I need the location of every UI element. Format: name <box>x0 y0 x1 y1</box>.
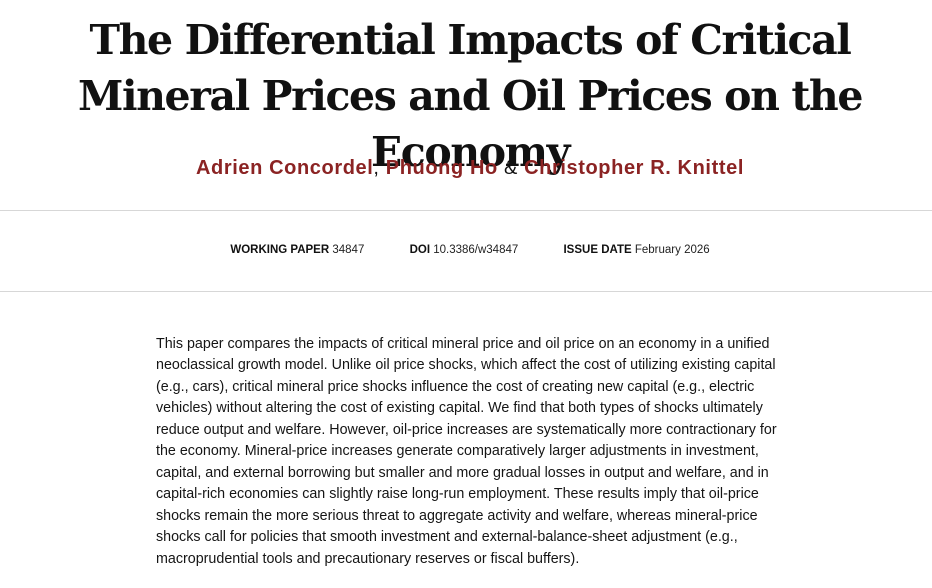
author-link-christopher-knittel[interactable]: Christopher R. Knittel <box>524 157 744 179</box>
doi-value: 10.3386/w34847 <box>433 244 519 256</box>
divider-top <box>0 210 932 211</box>
doi-label: DOI <box>409 244 431 256</box>
paper-metadata: WORKING PAPER 34847 DOI 10.3386/w34847 I… <box>0 241 932 259</box>
working-paper-label: WORKING PAPER <box>230 244 330 256</box>
issue-date-value: February 2026 <box>634 244 710 256</box>
divider-bottom <box>0 291 932 292</box>
issue-date: ISSUE DATE February 2026 <box>563 241 709 259</box>
abstract-text: This paper compares the impacts of criti… <box>156 336 777 567</box>
author-list: Adrien Concordel, Phuong Ho & Christophe… <box>0 154 932 182</box>
working-paper-value: 34847 <box>332 244 365 256</box>
author-link-phuong-ho[interactable]: Phuong Ho <box>385 157 498 179</box>
working-paper-number: WORKING PAPER 34847 <box>230 241 364 259</box>
author-separator-ampersand: & <box>503 157 518 179</box>
issue-date-label: ISSUE DATE <box>563 244 632 256</box>
paper-title: The Differential Impacts of Critical Min… <box>77 16 863 176</box>
doi: DOI 10.3386/w34847 <box>410 241 519 259</box>
author-link-adrien-concordel[interactable]: Adrien Concordel <box>196 157 374 179</box>
author-separator-comma: , <box>373 157 380 179</box>
